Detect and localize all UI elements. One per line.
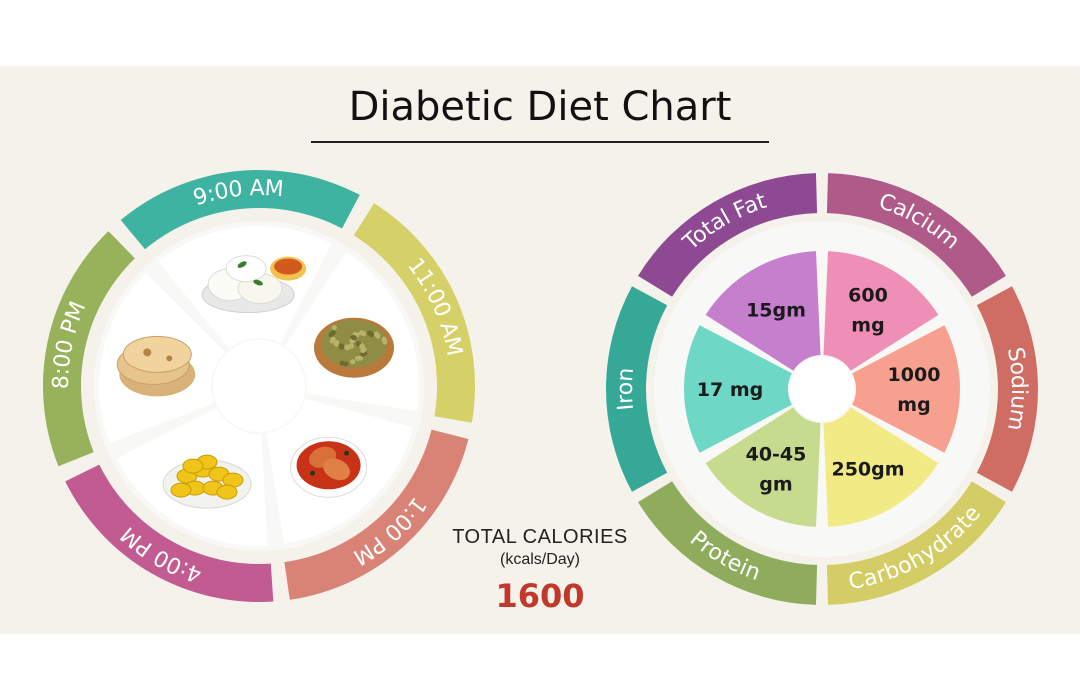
nutrient-value-carbohydrate: 250gm bbox=[831, 459, 904, 481]
nutrient-band-total-fat bbox=[638, 173, 818, 297]
calories-value: 1600 bbox=[495, 577, 585, 615]
nutrient-wedge-sodium bbox=[852, 325, 960, 453]
nutrient-value-iron: 17 mg bbox=[697, 379, 763, 401]
nutrient-wedge-carbohydrate bbox=[823, 407, 939, 527]
nutrient-value-protein: 40-45 gm bbox=[746, 444, 807, 496]
nutrient-band-sodium bbox=[976, 286, 1038, 492]
food-illustration-jackfruit bbox=[162, 454, 252, 509]
nutrient-band-protein bbox=[638, 481, 818, 605]
meal-band-11-00-am bbox=[353, 203, 476, 423]
meal-band-8-00-pm bbox=[43, 231, 135, 467]
nutrient-value-sodium: 1000 mg bbox=[888, 364, 941, 416]
nutrient-wedge-total-fat bbox=[705, 251, 821, 371]
nutrient-band-iron bbox=[606, 286, 668, 492]
nutrient-wedge-calcium bbox=[823, 251, 939, 371]
food-illustration-sprouts bbox=[314, 317, 395, 378]
meal-band-4-00-pm bbox=[65, 464, 274, 603]
title-underline bbox=[311, 141, 769, 143]
nutrient-wheel-center bbox=[790, 357, 854, 421]
nutrient-band-carbohydrate bbox=[826, 481, 1006, 605]
meal-band-9-00-am bbox=[120, 170, 360, 250]
meal-band-1-00-pm bbox=[284, 429, 469, 600]
page-title: Diabetic Diet Chart bbox=[348, 84, 732, 130]
food-illustration-idli-sambar bbox=[201, 255, 307, 314]
calories-label: TOTAL CALORIES bbox=[452, 526, 628, 548]
total-calories-block: TOTAL CALORIES (kcals/Day) 1600 bbox=[430, 526, 650, 615]
food-illustration-fish-curry bbox=[290, 436, 368, 498]
food-illustration-chapati bbox=[116, 335, 196, 397]
nutrient-wedge-iron bbox=[684, 325, 792, 453]
nutrient-value-calcium: 600 mg bbox=[848, 284, 888, 336]
nutrient-value-total-fat: 15gm bbox=[746, 299, 806, 321]
calories-unit: (kcals/Day) bbox=[499, 551, 580, 568]
nutrient-wedge-protein bbox=[705, 407, 821, 527]
meal-wheel-center bbox=[213, 340, 305, 432]
nutrient-name-iron: Iron bbox=[613, 367, 639, 412]
nutrient-band-calcium bbox=[826, 173, 1006, 297]
